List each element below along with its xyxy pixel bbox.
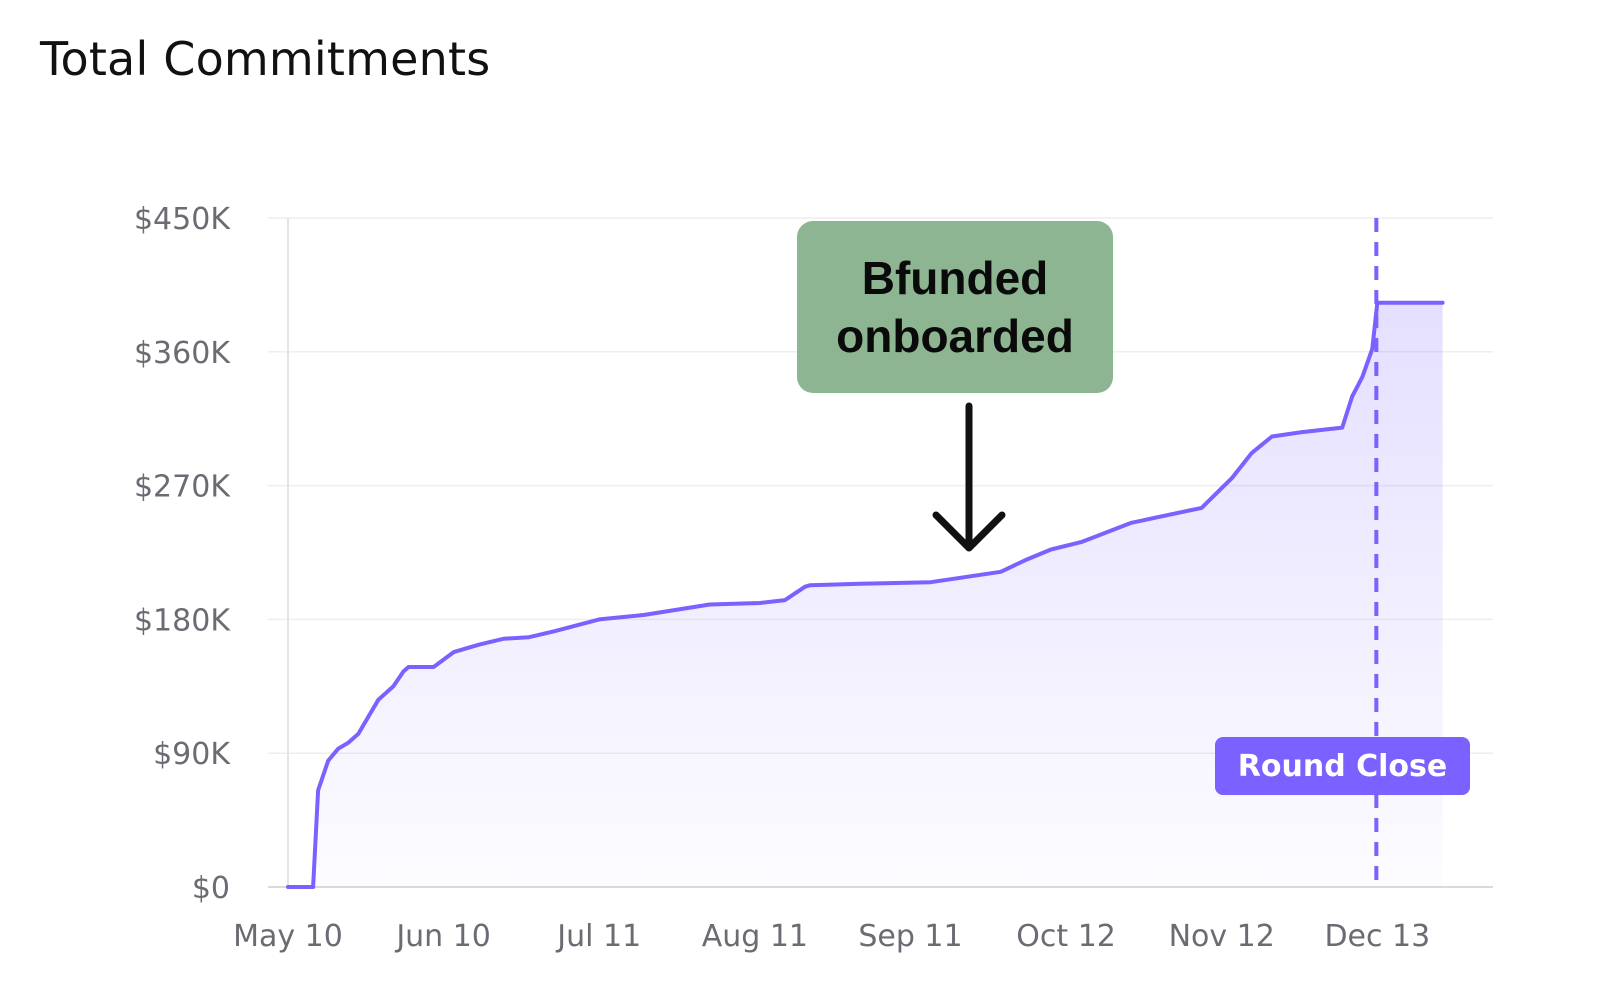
series-line [286,300,1445,889]
series-area [288,302,1443,887]
y-tick-label: $90K [153,737,231,772]
bfunded-onboarded-annotation: Bfunded onboarded [797,221,1113,393]
x-axis-ticks: May 10 Jun 10 Jul 11 Aug 11 Sep 11 Oct 12 Nov … [233,919,1430,954]
annotation-arrow [932,402,1006,552]
x-tick-label: Jul 11 [555,919,641,954]
y-tick-label: $180K [134,603,231,638]
y-tick-label: $450K [134,202,231,237]
y-tick-label: $0 [192,871,230,906]
x-tick-label: Nov 12 [1169,919,1275,954]
annotation-label: Bfunded onboarded [836,252,1074,362]
round-close-label: Round Close [1237,748,1448,784]
x-tick-label: Dec 13 [1324,919,1430,954]
x-tick-label: Jun 10 [394,919,491,954]
y-axis-ticks: $0 $90K $180K $270K $360K $450K [134,202,231,906]
x-tick-label: Sep 11 [858,919,962,954]
round-close-badge: Round Close [1215,737,1470,795]
x-tick-label: Oct 12 [1016,919,1116,954]
x-tick-label: Aug 11 [702,919,808,954]
chart-title: Total Commitments [40,32,491,86]
x-tick-label: May 10 [233,919,343,954]
y-tick-label: $360K [134,336,231,371]
y-tick-label: $270K [134,470,231,505]
